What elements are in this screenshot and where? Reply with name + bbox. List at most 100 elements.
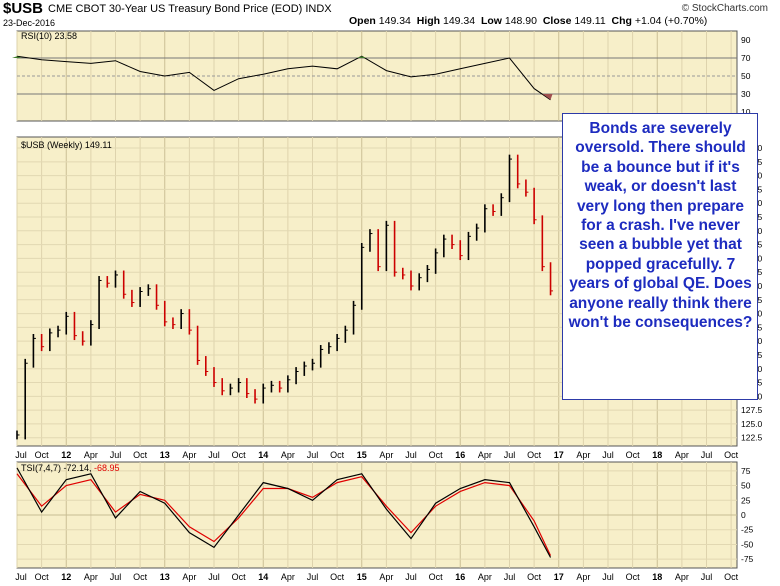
price-x-tick-label: Apr bbox=[281, 450, 295, 460]
tsi-x-tick-label: Jul bbox=[504, 572, 516, 582]
price-legend: $USB (Weekly) 149.11 bbox=[21, 140, 112, 150]
symbol-title: $USB bbox=[3, 0, 44, 17]
price-x-tick-label: Jul bbox=[307, 450, 319, 460]
rsi-overbought-fill bbox=[356, 56, 367, 58]
price-x-tick-label: Oct bbox=[232, 450, 247, 460]
low-value: 148.90 bbox=[504, 15, 537, 27]
tsi-x-tick-label: Jul bbox=[602, 572, 614, 582]
tsi-x-tick-label: Apr bbox=[379, 572, 393, 582]
price-x-tick-label: Jul bbox=[504, 450, 516, 460]
tsi-x-tick-label: Apr bbox=[675, 572, 689, 582]
tsi-y-tick-label: -75 bbox=[741, 554, 754, 564]
tsi-x-tick-label: 14 bbox=[258, 572, 268, 582]
close-value: 149.11 bbox=[574, 15, 606, 27]
price-x-tick-label: Jul bbox=[110, 450, 122, 460]
price-x-tick-label: 12 bbox=[61, 450, 71, 460]
tsi-x-tick-label: Oct bbox=[35, 572, 50, 582]
price-x-tick-label: Oct bbox=[133, 450, 148, 460]
rsi-y-tick-label: 70 bbox=[741, 53, 751, 63]
tsi-x-tick-label: Jul bbox=[110, 572, 122, 582]
price-x-tick-label: Oct bbox=[626, 450, 641, 460]
tsi-x-tick-label: Jul bbox=[405, 572, 417, 582]
tsi-y-tick-label: -25 bbox=[741, 525, 754, 535]
price-x-tick-label: Jul bbox=[15, 450, 27, 460]
chg-value: +1.04 (+0.70%) bbox=[634, 15, 708, 27]
high-value: 149.34 bbox=[442, 15, 476, 27]
tsi-x-tick-label: Oct bbox=[724, 572, 739, 582]
price-x-tick-label: 17 bbox=[554, 450, 564, 460]
tsi-signal-legend: -68.95 bbox=[94, 463, 120, 473]
tsi-x-tick-label: Oct bbox=[232, 572, 247, 582]
price-x-tick-label: Apr bbox=[379, 450, 393, 460]
price-x-tick-label: Oct bbox=[429, 450, 444, 460]
tsi-x-tick-label: Oct bbox=[429, 572, 444, 582]
high-label: High bbox=[416, 15, 441, 27]
rsi-y-tick-label: 30 bbox=[741, 89, 751, 99]
price-y-tick-label: 127.5 bbox=[741, 405, 763, 415]
tsi-y-tick-label: 0 bbox=[741, 510, 746, 520]
brand-label: © StockCharts.com bbox=[681, 3, 768, 14]
tsi-x-tick-label: Jul bbox=[701, 572, 713, 582]
low-label: Low bbox=[480, 15, 502, 27]
tsi-x-tick-label: Oct bbox=[133, 572, 148, 582]
rsi-y-tick-label: 90 bbox=[741, 35, 751, 45]
price-x-tick-label: 18 bbox=[652, 450, 662, 460]
quote-summary: Open 149.34 High 149.34 Low 148.90 Close… bbox=[349, 15, 707, 27]
price-y-tick-label: 122.5 bbox=[741, 433, 763, 443]
price-x-tick-label: Apr bbox=[675, 450, 689, 460]
tsi-x-tick-label: Apr bbox=[281, 572, 295, 582]
tsi-x-tick-label: Apr bbox=[478, 572, 492, 582]
tsi-x-tick-label: Jul bbox=[307, 572, 319, 582]
rsi-y-tick-label: 10 bbox=[741, 107, 751, 117]
symbol-description: CME CBOT 30-Year US Treasury Bond Price … bbox=[48, 3, 332, 15]
price-x-tick-label: Jul bbox=[701, 450, 713, 460]
price-x-tick-label: Jul bbox=[602, 450, 614, 460]
price-x-tick-label: Oct bbox=[527, 450, 542, 460]
tsi-y-tick-label: -50 bbox=[741, 539, 754, 549]
tsi-x-tick-label: Apr bbox=[182, 572, 196, 582]
tsi-legend: TSI(7,4,7) -72.14, -68.95 bbox=[21, 463, 120, 473]
tsi-x-tick-label: 17 bbox=[554, 572, 564, 582]
price-x-tick-label: Apr bbox=[478, 450, 492, 460]
price-x-tick-label: Oct bbox=[35, 450, 50, 460]
tsi-x-tick-label: Oct bbox=[330, 572, 345, 582]
tsi-x-tick-label: Oct bbox=[527, 572, 542, 582]
price-x-tick-label: 16 bbox=[455, 450, 465, 460]
open-label: Open bbox=[349, 15, 376, 27]
annotation-box: Bonds are severely oversold. There shoul… bbox=[562, 113, 758, 400]
open-value: 149.34 bbox=[378, 15, 411, 27]
price-y-tick-label: 125.0 bbox=[741, 419, 763, 429]
tsi-x-tick-label: 18 bbox=[652, 572, 662, 582]
price-x-tick-label: Jul bbox=[405, 450, 417, 460]
close-label: Close bbox=[542, 15, 572, 27]
price-x-tick-label: 13 bbox=[160, 450, 170, 460]
rsi-oversold-fill bbox=[542, 94, 553, 100]
tsi-x-tick-label: Jul bbox=[208, 572, 220, 582]
tsi-line bbox=[16, 467, 552, 558]
tsi-y-tick-label: 50 bbox=[741, 481, 751, 491]
price-x-tick-label: Oct bbox=[724, 450, 739, 460]
tsi-x-tick-label: 15 bbox=[357, 572, 367, 582]
tsi-y-tick-label: 25 bbox=[741, 495, 751, 505]
rsi-legend: RSI(10) 23.58 bbox=[21, 31, 77, 41]
price-x-tick-label: Jul bbox=[208, 450, 220, 460]
tsi-x-tick-label: 12 bbox=[61, 572, 71, 582]
price-x-tick-label: Oct bbox=[330, 450, 345, 460]
tsi-x-tick-label: Jul bbox=[15, 572, 27, 582]
tsi-y-tick-label: 75 bbox=[741, 466, 751, 476]
rsi-y-tick-label: 50 bbox=[741, 71, 751, 81]
tsi-x-tick-label: Oct bbox=[626, 572, 641, 582]
tsi-x-tick-label: 16 bbox=[455, 572, 465, 582]
price-x-tick-label: Apr bbox=[576, 450, 590, 460]
tsi-x-tick-label: Apr bbox=[84, 572, 98, 582]
price-x-tick-label: Apr bbox=[182, 450, 196, 460]
chart-date: 23-Dec-2016 bbox=[3, 18, 56, 28]
tsi-x-tick-label: Apr bbox=[576, 572, 590, 582]
price-x-tick-label: 15 bbox=[357, 450, 367, 460]
rsi-line bbox=[16, 55, 551, 101]
chg-label: Chg bbox=[611, 15, 632, 27]
tsi-x-tick-label: 13 bbox=[160, 572, 170, 582]
rsi-overbought-fill bbox=[12, 56, 22, 58]
price-x-tick-label: Apr bbox=[84, 450, 98, 460]
